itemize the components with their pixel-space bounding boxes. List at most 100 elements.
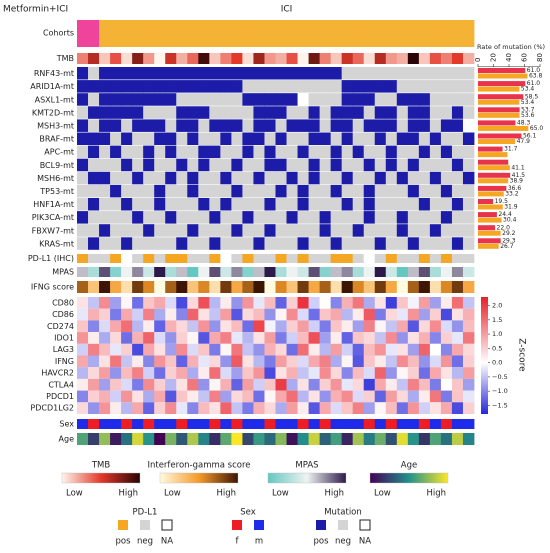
mutation-cell xyxy=(286,132,298,145)
expression-cell xyxy=(99,332,111,344)
sex-cell xyxy=(363,419,376,429)
expression-cell xyxy=(275,367,287,379)
mutation-cell xyxy=(264,93,276,106)
expression-cell xyxy=(385,308,398,321)
rate-bar xyxy=(478,99,520,105)
mutation-cell xyxy=(220,132,232,145)
mutation-cell xyxy=(77,171,89,185)
expression-cell xyxy=(220,378,232,391)
mutation-cell xyxy=(308,198,321,211)
tmb-cell xyxy=(363,53,376,64)
pdl1-cell xyxy=(132,254,144,263)
expression-cell xyxy=(242,402,254,414)
mutation-cell xyxy=(418,224,431,237)
expression-cell xyxy=(440,297,453,309)
expression-cell xyxy=(275,332,287,344)
mutation-cell xyxy=(451,184,464,198)
expression-cell xyxy=(374,332,387,344)
mutation-cell xyxy=(308,67,321,80)
mutation-cell xyxy=(451,132,464,145)
mutation-cell xyxy=(198,145,210,159)
expression-cell xyxy=(242,320,254,333)
sex-cell xyxy=(242,419,254,429)
mutation-cell xyxy=(264,67,276,80)
mpas-cell xyxy=(341,267,354,277)
expression-cell xyxy=(132,320,144,333)
expression-cell xyxy=(341,320,354,333)
pdl1-cell xyxy=(396,254,409,263)
mutation-cell xyxy=(110,224,122,237)
expression-cell xyxy=(154,297,166,309)
expression-cell xyxy=(429,355,442,368)
mutation-cell xyxy=(198,80,210,93)
rate-bar xyxy=(478,107,520,113)
expression-cell xyxy=(429,367,442,379)
cohort-cell xyxy=(242,20,254,47)
expression-cell xyxy=(407,308,420,321)
expression-cell xyxy=(121,367,133,379)
expression-cell xyxy=(242,343,254,356)
mutation-cell xyxy=(385,132,398,145)
expression-cell xyxy=(363,343,376,356)
mutation-cell xyxy=(220,237,232,250)
cohort-cell xyxy=(363,20,376,47)
mutation-cell xyxy=(429,158,442,172)
pdl1-cell xyxy=(275,254,287,263)
mutation-cell xyxy=(374,237,387,250)
mutation-cell xyxy=(330,80,343,93)
mutation-cell xyxy=(121,198,133,211)
mutation-cell xyxy=(374,224,387,237)
mutation-cell xyxy=(462,224,475,237)
mutation-cell xyxy=(319,67,332,80)
zscore-tick-label: 0.5 xyxy=(492,344,502,352)
mutation-cell xyxy=(187,184,199,198)
mutation-cell xyxy=(275,119,287,132)
expression-cell xyxy=(275,355,287,368)
legend-low: Low xyxy=(272,489,289,499)
mutation-cell xyxy=(319,132,332,145)
mutation-cell xyxy=(385,67,398,80)
mutation-cell xyxy=(77,184,89,198)
expression-cell xyxy=(429,332,442,344)
mutation-cell xyxy=(440,158,453,172)
mutation-cell xyxy=(407,224,420,237)
row-label: FBXW7-mt xyxy=(32,226,74,235)
expression-cell xyxy=(407,402,420,414)
mpas-cell xyxy=(165,267,177,277)
mutation-cell xyxy=(264,158,276,172)
mutation-cell xyxy=(451,198,464,211)
mutation-cell xyxy=(319,198,332,211)
expression-cell xyxy=(319,343,332,356)
mutation-cell xyxy=(286,119,298,132)
expression-cell xyxy=(209,320,221,333)
mutation-cell xyxy=(242,106,254,119)
cohort-cell xyxy=(319,20,332,47)
expression-cell xyxy=(341,332,354,344)
expression-cell xyxy=(264,378,276,391)
mutation-cell xyxy=(407,211,420,224)
expression-cell xyxy=(385,343,398,356)
expression-cell xyxy=(220,355,232,368)
mutation-cell xyxy=(418,184,431,198)
expression-cell xyxy=(121,332,133,344)
expression-cell xyxy=(132,297,144,309)
mutation-cell xyxy=(110,211,122,224)
mpas-cell xyxy=(132,267,144,277)
legend-title: MPAS xyxy=(295,461,318,471)
expression-cell xyxy=(77,320,89,333)
mutation-cell xyxy=(385,106,398,119)
expression-cell xyxy=(462,402,475,414)
mutation-cell xyxy=(319,211,332,224)
ifng-cell xyxy=(154,281,166,293)
expression-cell xyxy=(407,390,420,403)
expression-cell xyxy=(242,390,254,403)
ifng-cell xyxy=(176,281,188,293)
expression-cell xyxy=(429,343,442,356)
sex-cell xyxy=(319,419,332,429)
mutation-cell xyxy=(88,158,100,172)
mutation-cell xyxy=(275,80,287,93)
mutation-cell xyxy=(330,145,343,159)
zscore-tick-label: 2.0 xyxy=(492,302,502,310)
mutation-cell xyxy=(187,106,199,119)
mutation-cell xyxy=(407,145,420,159)
